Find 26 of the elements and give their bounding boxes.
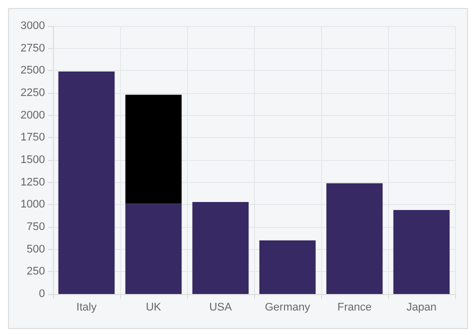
x-tick-label: Germany (264, 302, 311, 314)
bar (259, 240, 316, 294)
y-tick-label: 2250 (20, 87, 45, 99)
bar (125, 94, 182, 204)
x-tick-label: UK (146, 302, 162, 314)
y-tick-label: 2000 (20, 109, 45, 122)
y-tick-label: 0 (38, 288, 45, 300)
y-tick-label: 2500 (20, 64, 45, 77)
bar (125, 204, 182, 294)
x-tick-label: USA (209, 302, 232, 314)
y-tick-label: 750 (26, 221, 45, 233)
y-tick-label: 250 (26, 266, 45, 278)
bar (393, 210, 450, 294)
y-tick-label: 500 (26, 243, 45, 256)
y-tick-label: 1500 (20, 154, 45, 166)
x-tick-label: Italy (76, 302, 98, 314)
bar (58, 72, 115, 294)
bar (192, 202, 249, 294)
bar (326, 183, 383, 294)
y-tick-label: 1750 (20, 132, 45, 144)
y-tick-label: 2750 (20, 42, 45, 54)
x-tick-label: Japan (406, 302, 436, 314)
y-tick-label: 1000 (20, 198, 45, 211)
y-tick-label: 3000 (20, 20, 45, 32)
y-tick-label: 1250 (20, 176, 45, 188)
x-tick-label: France (337, 302, 372, 314)
